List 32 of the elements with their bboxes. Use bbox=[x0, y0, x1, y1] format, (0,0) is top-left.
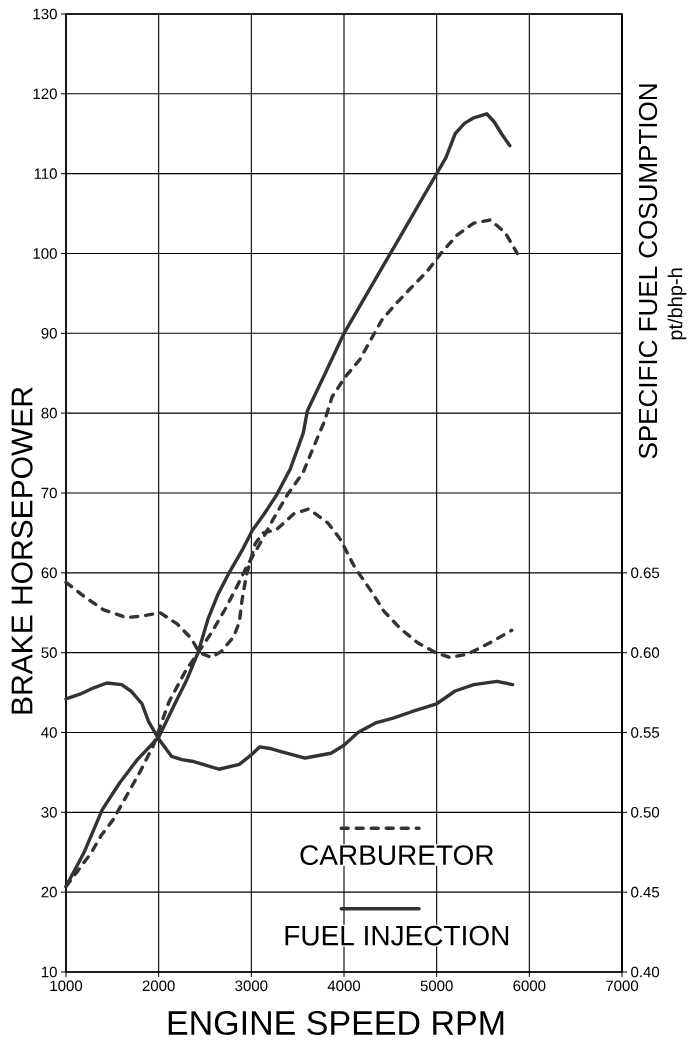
y2-tick-label: 0.55 bbox=[631, 727, 660, 738]
x-axis-title: ENGINE SPEED RPM bbox=[168, 1010, 504, 1036]
y-tick-label: 60 bbox=[41, 567, 57, 579]
x-tick-label: 7000 bbox=[606, 980, 639, 992]
x-tick-label: 1000 bbox=[50, 980, 83, 992]
x-tick-label: 3000 bbox=[235, 980, 268, 992]
y-tick-label: 90 bbox=[41, 328, 57, 339]
legend-label: FUEL INJECTION bbox=[285, 925, 509, 946]
x-tick-label: 4000 bbox=[327, 980, 361, 992]
y2-axis-title: SPECIFIC FUEL COSUMPTION bbox=[638, 84, 658, 459]
y-tick-label: 10 bbox=[41, 966, 57, 978]
y-tick-label: 130 bbox=[33, 8, 57, 20]
y-tick-label: 110 bbox=[34, 168, 57, 179]
y2-tick-label: 0.50 bbox=[631, 807, 660, 818]
x-tick-label: 2000 bbox=[142, 980, 175, 992]
y-tick-label: 40 bbox=[41, 727, 57, 738]
legend-label: CARBURETOR bbox=[300, 845, 494, 866]
x-tick-label: 6000 bbox=[513, 980, 546, 992]
y2-tick-label: 0.60 bbox=[631, 647, 660, 658]
y2-tick-label: 0.65 bbox=[631, 567, 660, 579]
y2-tick-label: 0.45 bbox=[631, 886, 660, 898]
y-tick-label: 120 bbox=[33, 88, 57, 100]
y2-tick-label: 0.40 bbox=[631, 966, 660, 978]
y-tick-label: 50 bbox=[41, 647, 57, 658]
y-tick-label: 30 bbox=[41, 807, 57, 818]
y-tick-label: 20 bbox=[41, 886, 57, 898]
text: pt/bhp-h bbox=[667, 268, 687, 340]
y-tick-label: 80 bbox=[41, 407, 57, 419]
x-tick-label: 5000 bbox=[420, 980, 453, 992]
y-tick-label: 100 bbox=[33, 248, 57, 259]
y-axis-title: BRAKE HORSEPOWER bbox=[11, 387, 33, 714]
y-tick-label: 70 bbox=[41, 487, 57, 499]
